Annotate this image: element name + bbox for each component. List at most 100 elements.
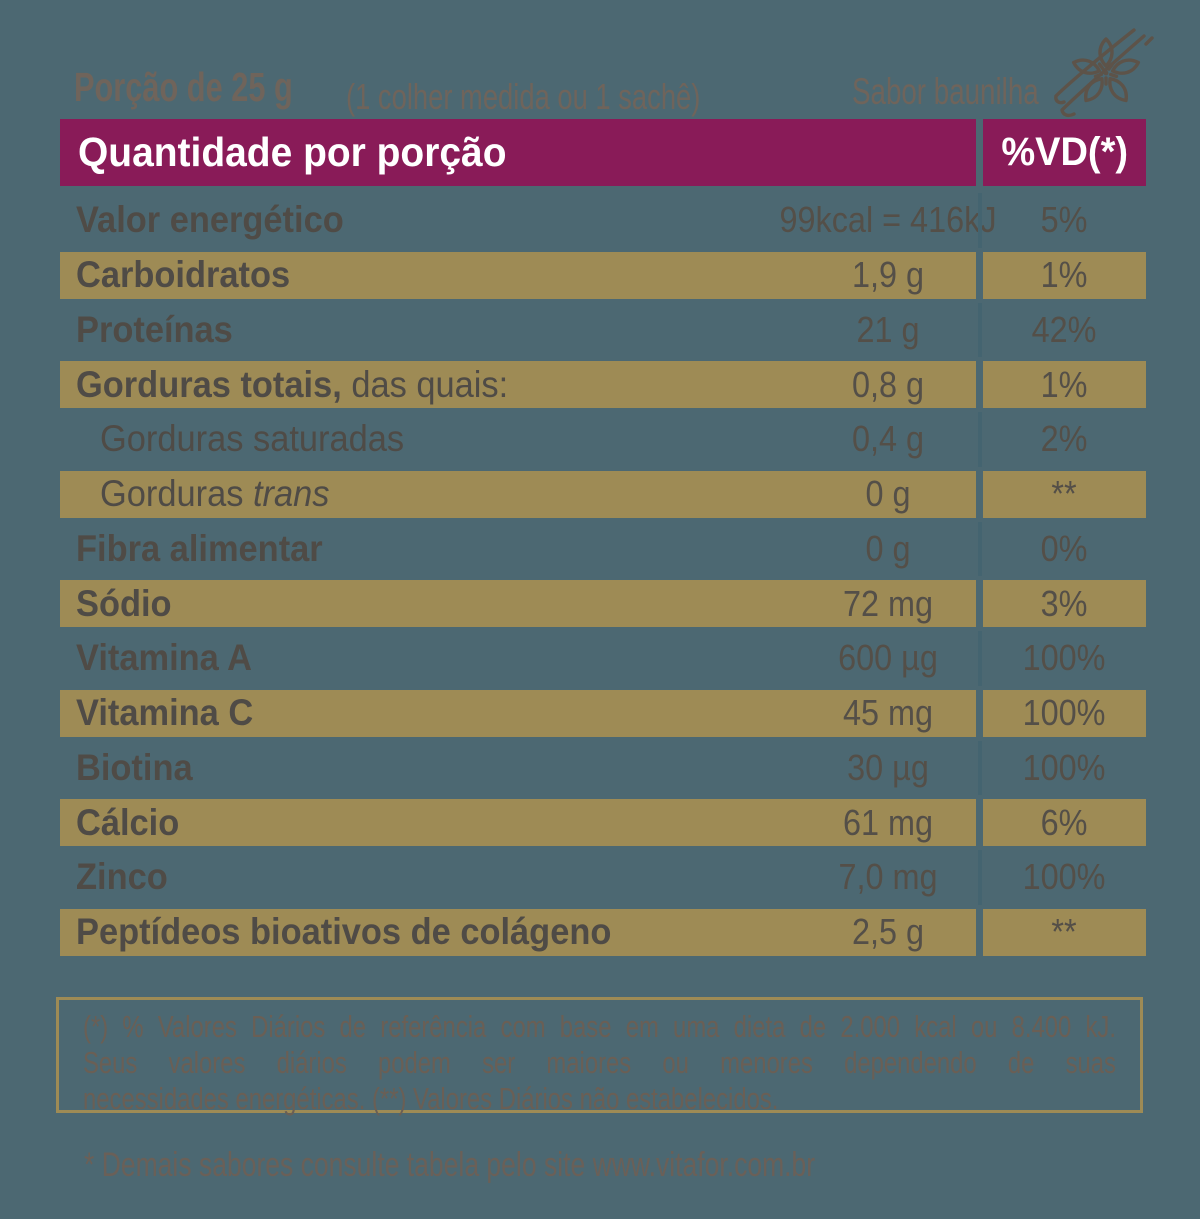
nutrient-dv-cell: 0% [983, 522, 1146, 577]
serving-note-text: (1 colher medida ou 1 sachê) [346, 76, 701, 117]
nutrient-dv-value: 1% [1041, 254, 1088, 296]
nutrient-label: Biotina [76, 746, 193, 788]
nutrient-row: Proteínas 21 g 42% [60, 302, 1146, 358]
column-divider [976, 467, 983, 522]
nutrient-dv-value: 100% [1023, 746, 1106, 788]
footnote-line-1: (*) % Valores Diários de referência com … [83, 1009, 1116, 1044]
nutrient-dv-cell: 2% [983, 412, 1146, 467]
nutrition-table-body: Valor energético 99kcal = 416kJ 5% Carboidr… [60, 193, 1146, 960]
nutrient-value: 0 g [865, 527, 911, 569]
nutrient-row: Cálcio 61 mg 6% [60, 795, 1146, 850]
nutrient-label: Valor energético [76, 199, 344, 241]
nutrient-cell: Cálcio 61 mg [60, 799, 976, 847]
column-divider [976, 740, 983, 796]
daily-values-footnote: (*) % Valores Diários de referência com … [56, 997, 1143, 1116]
nutrient-label: Vitamina C [76, 692, 254, 734]
nutrient-value: 0,8 g [851, 363, 925, 405]
serving-note: (1 colher medida ou 1 sachê) [346, 76, 812, 118]
flavor-label: Sabor baunilha [852, 71, 1101, 113]
nutrient-row: Carboidratos 1,9 g 1% [60, 248, 1146, 303]
nutrient-row: Gorduras totais, das quais: 0,8 g 1% [60, 357, 1146, 412]
nutrient-dv-value: 5% [1041, 199, 1088, 241]
nutrient-value: 1,9 g [851, 254, 925, 296]
nutrient-cell: Vitamina C 45 mg [60, 689, 976, 737]
nutrient-dv-cell: 100% [983, 631, 1146, 686]
nutrient-dv-value: 6% [1041, 801, 1088, 843]
nutrient-value: 45 mg [842, 692, 934, 734]
nutrient-dv-cell: ** [983, 470, 1146, 518]
nutrient-dv-cell: 100% [983, 850, 1146, 905]
nutrient-label: Carboidratos [76, 254, 291, 296]
nutrient-dv-cell: 100% [983, 741, 1146, 796]
nutrient-cell: Sódio 72 mg [60, 580, 976, 628]
table-header-dv: %VD(*) [983, 119, 1146, 186]
nutrient-dv-value: 2% [1041, 418, 1088, 460]
nutrient-dv-value: 3% [1041, 582, 1088, 624]
nutrient-value: 600 µg [838, 637, 938, 679]
nutrient-dv-cell: 1% [983, 361, 1146, 409]
nutrient-dv-cell: 42% [983, 303, 1146, 358]
table-header: Quantidade por porção %VD(*) [60, 119, 1146, 186]
nutrient-value: 0 g [865, 473, 911, 515]
nutrient-cell: Gorduras trans 0 g [60, 470, 976, 518]
nutrient-dv-value: ** [1051, 911, 1078, 953]
nutrient-cell: Valor energético 99kcal = 416kJ [60, 193, 997, 248]
nutrient-label: Sódio [76, 582, 172, 624]
nutrient-label: Vitamina A [76, 637, 252, 679]
nutrient-cell: Vitamina A 600 µg [60, 631, 976, 686]
serving-size: Porção de 25 g [74, 64, 366, 111]
nutrient-label: Gorduras trans [100, 473, 330, 515]
nutrient-row: Vitamina A 600 µg 100% [60, 631, 1146, 686]
footnote-line-3: necessidades energéticas. (**) Valores D… [83, 1081, 779, 1116]
nutrient-dv-cell: ** [983, 908, 1146, 956]
table-header-quantity: Quantidade por porção [60, 119, 976, 186]
nutrient-dv-value: 0% [1041, 527, 1088, 569]
nutrient-value: 7,0 mg [838, 856, 938, 898]
footnote-line-2: Seus valores diários podem ser maiores o… [83, 1045, 1116, 1080]
nutrient-value: 0,4 g [851, 418, 925, 460]
column-divider [976, 850, 983, 905]
vanilla-flower-icon [1054, 28, 1154, 118]
other-flavors-note: * Demais sabores consulte tabela pelo si… [84, 1146, 1021, 1185]
nutrient-row: Fibra alimentar 0 g 0% [60, 521, 1146, 577]
column-divider [976, 795, 983, 850]
nutrient-cell: Carboidratos 1,9 g [60, 251, 976, 299]
nutrient-label: Cálcio [76, 801, 180, 843]
nutrient-cell: Gorduras saturadas 0,4 g [60, 412, 976, 467]
column-divider [976, 302, 983, 358]
nutrient-row: Vitamina C 45 mg 100% [60, 686, 1146, 741]
nutrient-row: Zinco 7,0 mg 100% [60, 850, 1146, 905]
nutrient-label: Peptídeos bioativos de colágeno [76, 911, 612, 953]
nutrient-dv-cell: 3% [983, 580, 1146, 628]
nutrient-dv-cell: 100% [983, 689, 1146, 737]
nutrient-dv-value: 100% [1023, 856, 1106, 898]
nutrient-row: Sódio 72 mg 3% [60, 576, 1146, 631]
nutrient-value: 30 µg [847, 746, 929, 788]
nutrient-value: 72 mg [842, 582, 934, 624]
serving-size-text: Porção de 25 g [74, 64, 293, 110]
nutrient-row: Valor energético 99kcal = 416kJ 5% [60, 193, 1146, 248]
nutrient-dv-value: 42% [1032, 308, 1097, 350]
dv-header-text: %VD(*) [1001, 130, 1128, 174]
column-divider [976, 193, 983, 248]
nutrient-row: Gorduras saturadas 0,4 g 2% [60, 412, 1146, 467]
nutrient-cell: Proteínas 21 g [60, 303, 976, 358]
nutrient-dv-cell: 6% [983, 799, 1146, 847]
nutrient-value: 2,5 g [851, 911, 925, 953]
nutrient-label: Gorduras saturadas [100, 418, 405, 460]
column-divider [976, 631, 983, 686]
nutrient-cell: Peptídeos bioativos de colágeno 2,5 g [60, 908, 976, 956]
nutrient-label: Fibra alimentar [76, 527, 323, 569]
column-divider [976, 905, 983, 960]
nutrient-label: Proteínas [76, 308, 233, 350]
nutrient-row: Biotina 30 µg 100% [60, 740, 1146, 796]
nutrient-cell: Fibra alimentar 0 g [60, 522, 976, 577]
nutrient-value: 99kcal = 416kJ [779, 199, 997, 241]
nutrient-dv-value: ** [1051, 473, 1078, 515]
nutrient-cell: Zinco 7,0 mg [60, 850, 976, 905]
nutrient-dv-value: 100% [1023, 692, 1106, 734]
nutrient-row: Peptídeos bioativos de colágeno 2,5 g ** [60, 905, 1146, 960]
column-divider [976, 576, 983, 631]
column-divider [976, 686, 983, 741]
